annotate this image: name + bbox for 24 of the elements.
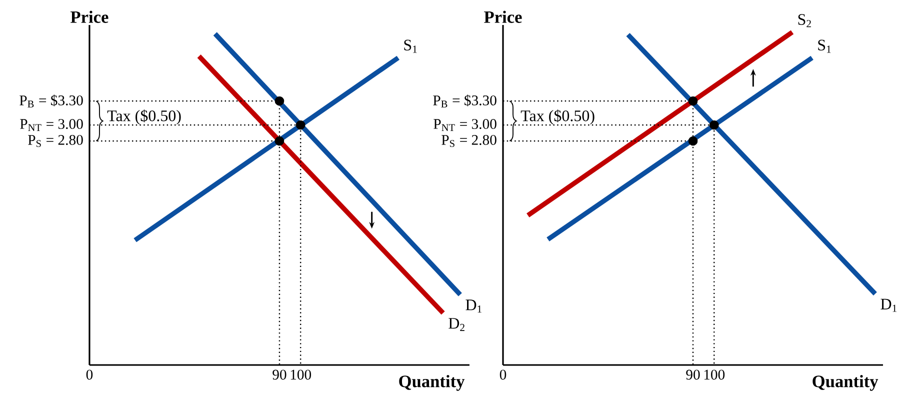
series-label: S$_{1}$: [818, 40, 831, 53]
x-axis-title: Quantity: [812, 375, 878, 391]
y-tick-label: P$_{S}$ = 2.80: [442, 134, 496, 148]
annotation: Tax ($0.50): [520, 110, 594, 124]
y-tick-label: P$_{NT}$ = 3.00: [434, 119, 496, 131]
x-tick-label: 0: [86, 370, 93, 380]
x-axis-title: Quantity: [399, 375, 465, 391]
series-label: D$_{2}$: [448, 318, 464, 331]
y-tick-label: P$_{S}$ = 2.80: [28, 134, 83, 148]
series-label: S$_{1}$: [404, 40, 417, 53]
x-tick-label: 90: [686, 370, 700, 380]
y-tick-label: P$_{B}$ = $3.30: [433, 94, 496, 108]
x-tick-label: 100: [704, 370, 725, 380]
y-tick-label: P$_{B}$ = $3.30: [20, 94, 83, 108]
series-label: D$_{1}$: [466, 300, 482, 313]
x-tick-label: 0: [500, 370, 506, 380]
annotation: Tax ($0.50): [107, 110, 181, 124]
y-tick-label: P$_{NT}$ = 3.00: [20, 119, 83, 131]
y-axis-title: Price: [484, 10, 522, 23]
y-axis-title: Price: [70, 10, 108, 23]
series-label: S$_{2}$: [798, 14, 811, 28]
x-tick-label: 100: [290, 370, 312, 380]
series-label: D$_{1}$: [880, 298, 896, 312]
x-tick-label: 90: [272, 370, 286, 380]
